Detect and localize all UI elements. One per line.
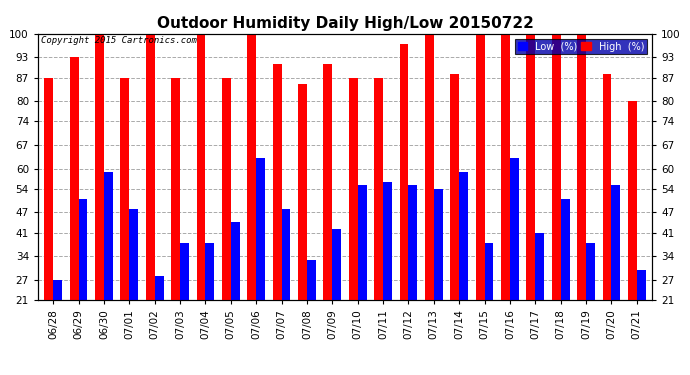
Bar: [231, 222, 239, 300]
Bar: [121, 78, 129, 300]
Bar: [282, 209, 290, 300]
Bar: [526, 34, 535, 300]
Bar: [383, 182, 392, 300]
Bar: [408, 185, 417, 300]
Bar: [171, 78, 180, 300]
Bar: [247, 34, 256, 300]
Bar: [552, 34, 561, 300]
Bar: [400, 44, 408, 300]
Bar: [180, 243, 189, 300]
Title: Outdoor Humidity Daily High/Low 20150722: Outdoor Humidity Daily High/Low 20150722: [157, 16, 533, 31]
Bar: [146, 34, 155, 300]
Bar: [475, 34, 484, 300]
Bar: [349, 78, 357, 300]
Bar: [273, 64, 282, 300]
Bar: [425, 34, 434, 300]
Bar: [510, 159, 519, 300]
Bar: [434, 189, 443, 300]
Bar: [501, 34, 510, 300]
Bar: [298, 84, 307, 300]
Legend: Low  (%), High  (%): Low (%), High (%): [515, 39, 647, 54]
Bar: [104, 172, 112, 300]
Bar: [95, 34, 104, 300]
Bar: [222, 78, 231, 300]
Bar: [44, 78, 53, 300]
Bar: [53, 280, 62, 300]
Bar: [561, 199, 569, 300]
Bar: [357, 185, 366, 300]
Text: Copyright 2015 Cartronics.com: Copyright 2015 Cartronics.com: [41, 36, 197, 45]
Bar: [535, 232, 544, 300]
Bar: [256, 159, 265, 300]
Bar: [611, 185, 620, 300]
Bar: [628, 101, 637, 300]
Bar: [451, 74, 459, 300]
Bar: [206, 243, 215, 300]
Bar: [333, 229, 341, 300]
Bar: [307, 260, 316, 300]
Bar: [129, 209, 138, 300]
Bar: [197, 34, 206, 300]
Bar: [586, 243, 595, 300]
Bar: [70, 57, 79, 300]
Bar: [578, 34, 586, 300]
Bar: [324, 64, 333, 300]
Bar: [484, 243, 493, 300]
Bar: [459, 172, 468, 300]
Bar: [637, 270, 646, 300]
Bar: [602, 74, 611, 300]
Bar: [79, 199, 88, 300]
Bar: [374, 78, 383, 300]
Bar: [155, 276, 164, 300]
